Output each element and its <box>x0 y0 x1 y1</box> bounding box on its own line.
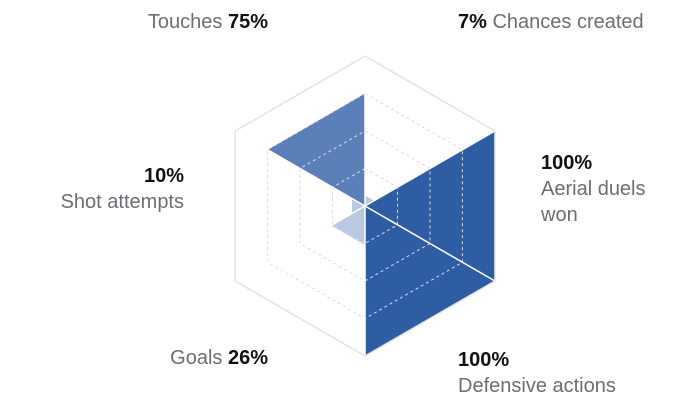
axis-value-shot-attempts: 10% <box>143 165 184 187</box>
axis-label-shot-attempts: 10% Shot attempts <box>61 163 184 215</box>
slice-defensive <box>365 206 495 356</box>
axis-value-aerial-duels-won: 100% <box>541 152 593 174</box>
axis-name-defensive-actions: Defensive actions <box>458 375 616 397</box>
axis-value-defensive-actions: 100% <box>458 349 510 371</box>
radar-grid <box>234 55 496 357</box>
axis-label-defensive-actions: 100% Defensive actions <box>458 347 616 399</box>
outer-hexagon <box>234 55 496 357</box>
slice-goals <box>331 206 365 245</box>
axis-name-goals: Goals <box>170 347 223 369</box>
axis-label-touches: Touches 75% <box>148 9 268 35</box>
axis-label-chances-created: 7% Chances created <box>458 9 644 35</box>
spoke-5 <box>234 130 366 207</box>
axis-value-touches: 75% <box>227 11 268 33</box>
radar-slices <box>267 93 495 356</box>
axis-label-aerial-duels-won: 100% Aerial duels won <box>541 150 646 228</box>
spoke-4 <box>234 205 366 282</box>
axis-name-aerial-duels-line2: won <box>541 204 578 226</box>
axis-name-shot-attempts: Shot attempts <box>60 191 184 213</box>
axis-label-goals: Goals 26% <box>170 345 268 371</box>
axis-name-chances-created: Chances created <box>492 11 644 33</box>
spoke-1 <box>364 130 496 207</box>
slice-shots <box>352 198 365 214</box>
slice-touches <box>267 93 365 206</box>
slice-chances <box>365 195 375 206</box>
axis-value-chances-created: 7% <box>458 11 487 33</box>
axis-value-goals: 26% <box>227 347 268 369</box>
spoke-2 <box>364 205 496 282</box>
axis-name-touches: Touches <box>147 11 223 33</box>
axis-name-aerial-duels-line1: Aerial duels <box>541 178 646 200</box>
